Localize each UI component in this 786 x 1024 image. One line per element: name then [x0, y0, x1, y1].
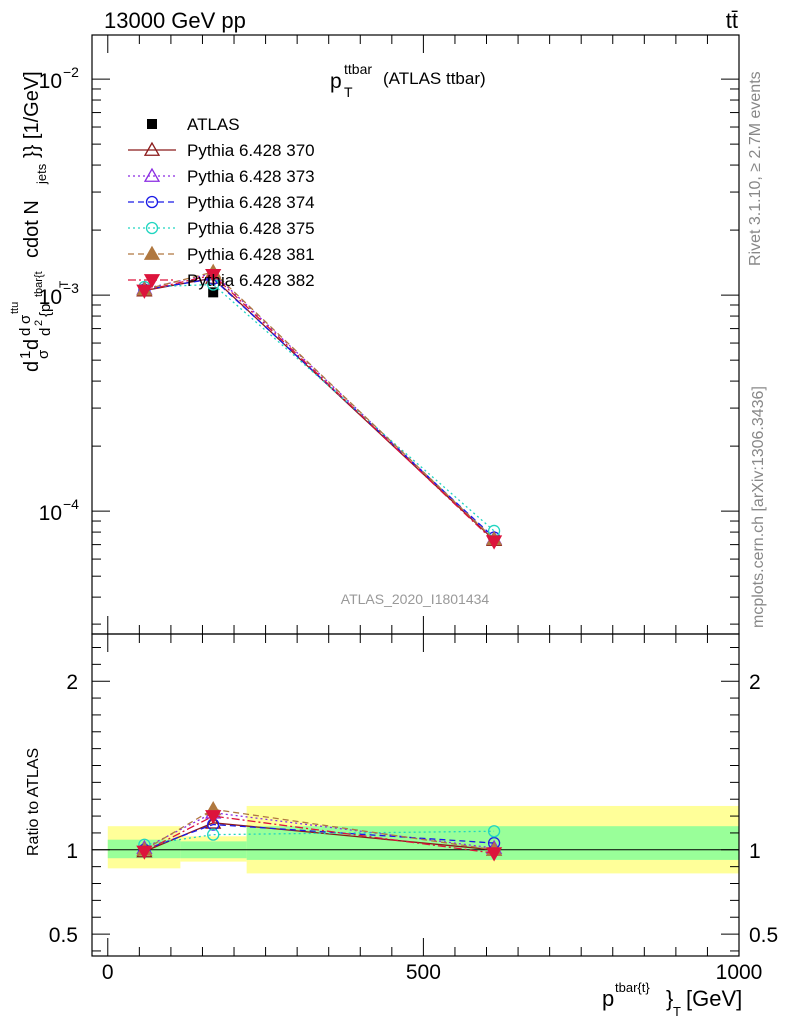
- ratio-panel-frame: [91, 633, 740, 957]
- legend-label-3: Pythia 6.428 375: [187, 219, 315, 238]
- x-tick-label-2: 1000: [716, 961, 763, 984]
- x-label-sup: tbar{t}: [615, 980, 650, 995]
- x-label-unit: [GeV]: [686, 986, 742, 1011]
- series-point-main-5-0: [136, 284, 153, 299]
- y-axis-label-ratio: Ratio to ATLAS: [25, 748, 42, 856]
- plot-title-sub: T: [344, 84, 353, 100]
- series-line-main-3: [144, 283, 495, 532]
- main-y-tick-exp-0: −2: [63, 64, 79, 80]
- y-label-sigma2: σ: [17, 314, 34, 324]
- series-point-ratio-5-2: [485, 847, 503, 862]
- series-layer: [136, 263, 503, 862]
- series-line-main-4: [144, 271, 495, 540]
- legend-label-2: Pythia 6.428 374: [187, 193, 315, 212]
- legend-marker-1: [143, 167, 161, 182]
- x-axis-label: p tbar{t} } T [GeV]: [602, 980, 742, 1019]
- series-point-ratio-3-2: [487, 825, 501, 838]
- ratio-y-tick-label-left-2: 2: [66, 671, 78, 694]
- x-label-close: }: [666, 986, 673, 1011]
- x-tick-label-1: 500: [406, 961, 441, 984]
- main-y-tick-base-0: 10: [39, 70, 62, 93]
- y-axis-label-main: d 1 σ d d σ ttu d 2 {p tbar{t T cdot N j…: [9, 71, 71, 372]
- legend-label-4: Pythia 6.428 381: [187, 245, 315, 264]
- main-y-tick-base-2: 10: [39, 502, 62, 525]
- y-label-unit: }} [1/GeV]: [21, 71, 43, 158]
- ratio-bands: [92, 805, 739, 874]
- y-label-ttu: ttu: [9, 302, 21, 314]
- y-label-jets: jets: [34, 163, 49, 185]
- header-left: 13000 GeV pp: [104, 8, 246, 33]
- plot-title: p ttbar T (ATLAS ttbar): [330, 61, 486, 100]
- axes-layer: 10−210−310 −40.5 0.51 12 20 500 1000: [39, 34, 778, 984]
- series-point-ratio-5-0: [136, 845, 153, 860]
- y-label-tbar: tbar{t: [33, 271, 45, 297]
- legend-marker-2: [145, 195, 159, 209]
- rivet-label: Rivet 3.1.10, ≥ 2.7M events: [747, 71, 764, 266]
- legend-label-0: Pythia 6.428 370: [187, 141, 315, 160]
- series-line-ratio-2: [144, 823, 495, 851]
- legend-marker-5: [143, 274, 161, 289]
- main-y-tick-exp-2: −4: [63, 496, 79, 512]
- plot-title-main: p: [330, 70, 342, 93]
- ratio-y-tick-label-right-2: 2: [749, 671, 761, 694]
- plot-title-sup: ttbar: [344, 61, 372, 77]
- series-point-ratio-3-1: [207, 828, 220, 841]
- series-line-main-5: [144, 274, 495, 542]
- header-right: tt̄: [726, 8, 738, 33]
- y-label-cdot: cdot N: [21, 200, 43, 258]
- legend-label-5: Pythia 6.428 382: [187, 271, 315, 290]
- series-point-ratio-5-1: [205, 810, 222, 825]
- series-point-ratio-0-1: [205, 814, 222, 829]
- data-point-atlas-1: [208, 287, 219, 298]
- y-label-d: d: [21, 361, 43, 372]
- x-label-sub: T: [673, 1004, 681, 1019]
- series-line-main-2: [144, 278, 495, 539]
- y-label-d2: d: [21, 339, 43, 350]
- y-label-T: T: [57, 280, 71, 288]
- series-line-main-0: [144, 277, 495, 541]
- legend-marker-4: [143, 245, 161, 260]
- y-label-d3: d: [17, 328, 34, 336]
- x-tick-label-0: 0: [102, 961, 114, 984]
- main-y-tick-label-0: 10 −2: [39, 64, 80, 93]
- analysis-label: ATLAS_2020_I1801434: [341, 591, 490, 607]
- ratio-y-tick-label-right-1: 1: [749, 840, 761, 863]
- main-y-tick-label-2: 10 −4: [39, 496, 80, 525]
- main-y-tick-exp-1: −3: [63, 280, 79, 296]
- series-point-main-5-2: [485, 535, 503, 550]
- legend-marker-3: [145, 221, 159, 235]
- series-line-main-1: [144, 272, 495, 540]
- y-label-1: 1: [17, 351, 34, 359]
- legend: ATLAS Pythia 6.428 370 Pythia 6.428 373 Pyt…: [128, 115, 315, 290]
- legend-label-atlas: ATLAS: [187, 115, 240, 134]
- series-line-ratio-3: [144, 830, 495, 846]
- ratio-y-tick-label-right-0: 0.5: [749, 924, 778, 947]
- mcplots-label: mcplots.cern.ch [arXiv:1306.3436]: [750, 386, 767, 628]
- legend-marker-atlas: [147, 119, 157, 129]
- y-label-d4: d: [37, 328, 54, 336]
- plot-title-rest: (ATLAS ttbar): [383, 69, 486, 88]
- main-y-tick-base-1: 10: [39, 286, 62, 309]
- legend-label-1: Pythia 6.428 373: [187, 167, 315, 186]
- main-y-tick-label-1: 10 −3: [39, 280, 80, 309]
- legend-marker-0: [143, 141, 161, 156]
- ratio-y-tick-label-left-0: 0.5: [49, 924, 78, 947]
- y-label-2: 2: [33, 320, 45, 326]
- x-label-main: p: [602, 986, 614, 1011]
- y-label-p: {p: [37, 304, 54, 317]
- y-label-sigma: σ: [35, 349, 52, 359]
- series-point-main-5-1: [205, 269, 222, 284]
- ratio-y-tick-label-left-1: 1: [66, 840, 78, 863]
